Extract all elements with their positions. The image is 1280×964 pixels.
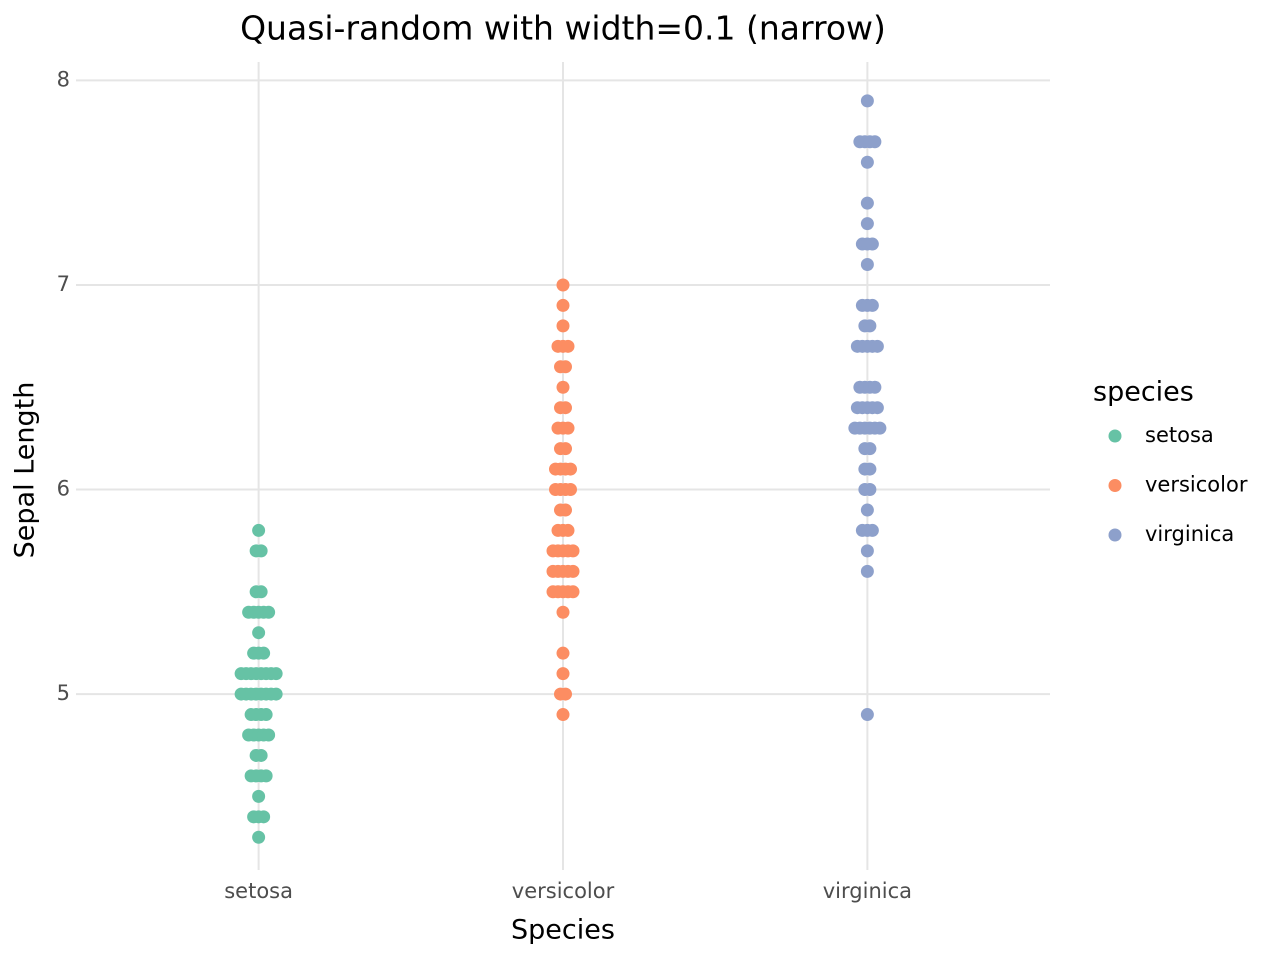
data-point [556, 380, 570, 394]
data-point [865, 523, 879, 537]
data-point [559, 401, 572, 415]
legend-label: setosa [1145, 423, 1214, 447]
data-point [561, 421, 575, 435]
data-point [863, 442, 877, 456]
data-point [564, 483, 577, 497]
legend-label: versicolor [1145, 473, 1248, 497]
data-point [566, 564, 580, 578]
data-point [252, 523, 266, 537]
data-point [865, 298, 879, 312]
data-point [860, 258, 874, 272]
data-point [254, 544, 268, 558]
data-point [254, 748, 268, 762]
data-point [257, 810, 271, 824]
data-point [860, 503, 874, 517]
data-point [262, 605, 276, 619]
data-point [870, 401, 884, 415]
y-tick-label: 6 [57, 477, 70, 501]
data-point [252, 830, 266, 844]
x-tick-label: setosa [224, 879, 293, 903]
data-point [860, 217, 874, 231]
data-point [559, 442, 572, 456]
data-point [868, 380, 882, 394]
legend-marker [1108, 528, 1122, 542]
data-point [259, 708, 273, 722]
data-point [860, 94, 874, 108]
data-point [257, 646, 271, 660]
legend-marker [1108, 479, 1122, 492]
data-point [269, 687, 283, 701]
data-point [873, 421, 887, 435]
y-tick-label: 8 [57, 67, 70, 91]
legend-label: virginica [1145, 522, 1234, 546]
data-point [860, 155, 874, 169]
x-tick-label: virginica [823, 879, 912, 903]
x-axis-title: Species [511, 915, 615, 946]
data-point [254, 585, 268, 599]
data-point [863, 319, 877, 333]
data-point [252, 626, 266, 640]
data-point [556, 298, 570, 312]
data-point [860, 708, 874, 722]
data-point [860, 564, 874, 578]
data-point [559, 687, 572, 701]
data-point [863, 483, 877, 497]
data-point [561, 523, 575, 537]
data-point [868, 135, 882, 149]
data-point [865, 237, 879, 251]
y-tick-label: 5 [57, 681, 70, 705]
data-point [262, 728, 276, 742]
data-point [559, 360, 572, 374]
chart-title: Quasi-random with width=0.1 (narrow) [240, 9, 886, 48]
y-tick-label: 7 [57, 272, 70, 296]
data-point [556, 278, 570, 292]
data-point [564, 462, 577, 476]
data-point [860, 544, 874, 558]
data-point [556, 646, 570, 660]
data-point [269, 667, 283, 681]
y-axis-title: Sepal Length [10, 382, 41, 559]
data-point [870, 339, 884, 353]
data-point [556, 319, 570, 333]
x-tick-label: versicolor [512, 879, 615, 903]
data-point [252, 789, 266, 803]
data-point [566, 585, 580, 599]
data-point [556, 708, 570, 722]
data-point [863, 462, 877, 476]
legend-title: species [1093, 377, 1194, 408]
data-point [556, 605, 570, 619]
data-point [559, 503, 572, 517]
data-point [860, 196, 874, 210]
data-point [566, 544, 580, 558]
legend-marker [1108, 429, 1122, 443]
data-point [259, 769, 273, 783]
data-point [561, 339, 575, 353]
data-point [556, 667, 570, 681]
